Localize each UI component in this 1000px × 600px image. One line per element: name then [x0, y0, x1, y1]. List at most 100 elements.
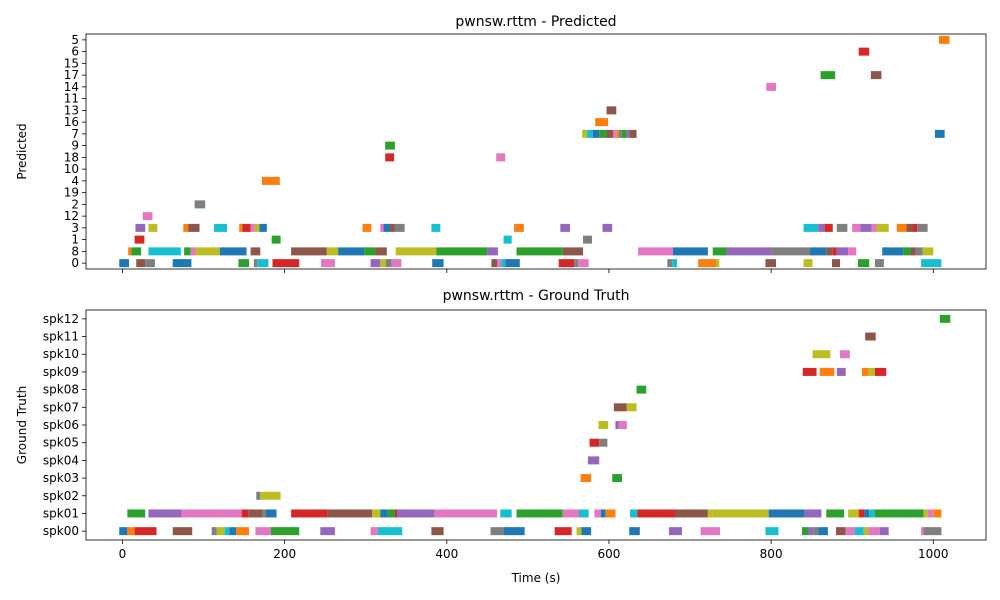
segment-spk00-23 [765, 527, 779, 536]
segment-spk00-25 [808, 527, 814, 536]
segment-7-115 [630, 129, 637, 138]
segment-0-7 [272, 259, 300, 268]
segment-spk00-1 [127, 527, 135, 536]
segment-8-43 [375, 247, 387, 256]
segment-spk01-61 [707, 509, 713, 518]
segment-8-52 [726, 247, 772, 256]
segment-8-37 [219, 247, 247, 256]
y-tick-label: 0 [71, 256, 79, 270]
segment-0-12 [391, 259, 402, 268]
y-tick-label: spk06 [43, 418, 79, 432]
y-tick-label: spk08 [43, 383, 79, 397]
segment-3-70 [183, 223, 189, 232]
predicted-panel: 081312219410189716131114171565pwnsw.rttm… [15, 14, 987, 273]
segment-0-28 [857, 259, 870, 268]
y-tick-label: 13 [64, 103, 79, 117]
segment-8-46 [487, 247, 498, 256]
segment-3-92 [860, 223, 872, 232]
segment-0-19 [574, 259, 579, 268]
x-tick-label: 600 [598, 547, 621, 561]
segment-0-9 [370, 259, 381, 268]
segment-spk01-72 [927, 509, 934, 518]
segment-14-119 [766, 82, 776, 91]
segment-spk01-52 [516, 509, 563, 518]
segment-spk08-86 [636, 385, 647, 394]
segment-spk00-11 [320, 527, 335, 536]
segment-spk06-82 [615, 421, 619, 429]
segment-0-10 [380, 259, 386, 268]
segment-7-109 [606, 129, 614, 138]
segment-3-86 [602, 223, 613, 232]
segment-8-60 [903, 247, 911, 256]
segment-spk01-49 [397, 509, 435, 518]
segment-spk01-38 [181, 509, 242, 518]
segment-spk01-70 [874, 509, 924, 518]
segment-spk03-76 [580, 474, 592, 483]
segment-spk09-87 [802, 367, 817, 376]
segment-0-1 [136, 259, 146, 268]
segment-3-96 [906, 223, 914, 232]
segment-0-20 [578, 259, 589, 268]
segment-7-105 [582, 129, 588, 138]
segment-8-55 [826, 247, 833, 256]
y-tick-label: spk10 [43, 347, 79, 361]
segment-0-23 [698, 259, 716, 268]
segment-spk07-85 [626, 403, 637, 412]
x-tick-label: 800 [760, 547, 783, 561]
y-tick-label: 7 [71, 127, 79, 141]
y-tick-label: spk05 [43, 436, 79, 450]
y-tick-label: 4 [71, 174, 79, 188]
segment-spk01-36 [127, 509, 146, 518]
segment-spk07-84 [613, 403, 627, 412]
segment-0-16 [501, 259, 506, 268]
segment-spk02-74 [256, 491, 261, 500]
segment-spk00-13 [377, 527, 403, 536]
y-tick-label: 10 [64, 162, 79, 176]
segment-spk00-8 [236, 527, 249, 536]
segment-7-107 [592, 129, 600, 138]
segment-0-3 [172, 259, 192, 268]
y-tick-label: 14 [64, 80, 79, 94]
segment-8-56 [832, 247, 837, 256]
segment-8-39 [291, 247, 327, 256]
segment-8-36 [195, 247, 220, 256]
y-tick-label: spk07 [43, 400, 79, 414]
segment-3-94 [876, 223, 889, 232]
y-tick-label: 12 [64, 209, 79, 223]
y-tick-label: 5 [71, 33, 79, 47]
y-tick-label: 9 [71, 139, 79, 153]
segment-3-93 [871, 223, 877, 232]
segment-spk10-94 [840, 350, 850, 359]
segment-spk01-45 [372, 509, 381, 518]
segment-spk12-96 [939, 314, 951, 323]
segment-3-98 [917, 223, 928, 232]
segment-3-79 [380, 223, 384, 232]
segment-8-54 [810, 247, 827, 256]
segment-spk00-21 [668, 527, 682, 536]
segment-3-81 [390, 223, 395, 232]
segment-8-53 [771, 247, 811, 256]
segment-3-83 [431, 223, 441, 232]
segment-spk00-6 [224, 527, 230, 536]
segment-spk00-4 [211, 527, 217, 536]
segment-13-118 [606, 106, 617, 115]
segment-spk00-26 [813, 527, 819, 536]
y-tick-label: 1 [71, 233, 79, 247]
segment-7-112 [618, 129, 622, 138]
segment-0-0 [119, 259, 129, 268]
segment-0-13 [432, 259, 444, 268]
segment-7-113 [621, 129, 627, 138]
segment-0-30 [921, 259, 942, 268]
y-tick-label: 18 [64, 150, 79, 164]
segment-3-78 [362, 223, 372, 232]
segment-spk09-91 [868, 367, 875, 376]
segment-18-102 [385, 153, 395, 162]
segment-3-75 [250, 223, 255, 232]
segment-7-111 [616, 129, 619, 138]
y-tick-label: spk11 [43, 330, 79, 344]
segment-0-15 [497, 259, 502, 268]
y-tick-label: 2 [71, 197, 79, 211]
segment-spk00-24 [801, 527, 809, 536]
segment-3-89 [824, 223, 833, 232]
segment-spk03-77 [612, 474, 622, 483]
